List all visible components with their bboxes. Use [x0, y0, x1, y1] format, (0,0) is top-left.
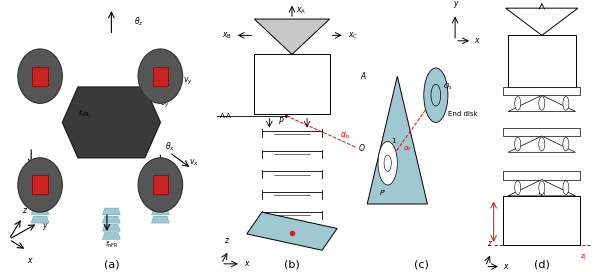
Circle shape [138, 49, 182, 103]
Bar [33, 67, 48, 86]
Polygon shape [31, 192, 49, 199]
Text: (c): (c) [414, 259, 429, 269]
Text: x: x [26, 256, 31, 265]
Text: (b): (b) [284, 259, 300, 269]
Polygon shape [508, 136, 576, 152]
Bar [152, 67, 168, 86]
Text: $x_{\rm C}$: $x_{\rm C}$ [348, 30, 358, 41]
Polygon shape [102, 208, 120, 215]
Text: $\theta_x$: $\theta_x$ [165, 141, 175, 153]
Text: $x_{\rm B}$: $x_{\rm B}$ [222, 30, 232, 41]
Polygon shape [506, 8, 578, 35]
Text: z: z [224, 236, 228, 245]
Polygon shape [508, 180, 576, 196]
Text: $f_{\rm nRL}$: $f_{\rm nRL}$ [78, 109, 92, 119]
Circle shape [424, 68, 448, 122]
Bar [503, 128, 580, 136]
Text: $f_{\rm nRR}$: $f_{\rm nRR}$ [24, 174, 39, 184]
Polygon shape [31, 208, 49, 215]
Text: z: z [487, 239, 491, 248]
Circle shape [515, 181, 521, 194]
Text: 1: 1 [391, 138, 396, 144]
Text: $\alpha_{\rm b}$: $\alpha_{\rm b}$ [340, 131, 350, 141]
Text: z: z [22, 206, 26, 215]
Text: P': P' [380, 190, 386, 196]
Polygon shape [152, 192, 169, 199]
Text: P: P [278, 117, 283, 126]
Text: O: O [358, 144, 364, 153]
Polygon shape [254, 19, 330, 54]
Text: $z_i$: $z_i$ [580, 253, 588, 262]
Polygon shape [367, 76, 427, 204]
Circle shape [18, 49, 63, 103]
Text: x: x [244, 259, 248, 268]
Polygon shape [247, 212, 337, 250]
Circle shape [563, 137, 569, 151]
Bar [503, 196, 580, 245]
Circle shape [539, 137, 545, 151]
Text: $x_{\rm A}$: $x_{\rm A}$ [297, 5, 307, 16]
Text: x: x [474, 36, 479, 45]
Circle shape [539, 97, 545, 110]
Circle shape [515, 97, 521, 110]
Circle shape [563, 181, 569, 194]
Polygon shape [31, 216, 49, 223]
Text: End disk: End disk [448, 111, 477, 117]
Text: $v_y$: $v_y$ [182, 76, 193, 87]
Circle shape [18, 158, 63, 212]
Polygon shape [508, 95, 576, 112]
Text: $\theta_z$: $\theta_z$ [134, 16, 143, 28]
Text: $f_{\rm nFR}$: $f_{\rm nFR}$ [105, 239, 118, 250]
Circle shape [563, 97, 569, 110]
Bar [503, 87, 580, 95]
Bar [152, 175, 168, 194]
Bar [508, 35, 576, 87]
Text: $f_{\rm nFL}$: $f_{\rm nFL}$ [169, 177, 182, 187]
Text: A: A [361, 72, 366, 81]
Bar [254, 54, 330, 114]
Text: x: x [503, 262, 507, 271]
Text: (a): (a) [104, 259, 119, 269]
Polygon shape [152, 216, 169, 223]
Circle shape [515, 137, 521, 151]
Text: y: y [42, 221, 47, 230]
Circle shape [539, 181, 545, 194]
Polygon shape [102, 216, 120, 223]
Text: (d): (d) [534, 259, 550, 269]
Polygon shape [63, 87, 160, 158]
Polygon shape [102, 224, 120, 231]
Polygon shape [102, 233, 120, 239]
Text: $Q_{\rm s}$: $Q_{\rm s}$ [443, 82, 453, 92]
Bar [33, 175, 48, 194]
Text: y: y [453, 0, 458, 8]
Text: $v_x$: $v_x$ [189, 158, 199, 168]
Polygon shape [152, 200, 169, 207]
Text: $\alpha_f$: $\alpha_f$ [403, 145, 412, 154]
Text: A-A: A-A [220, 113, 232, 119]
Circle shape [378, 141, 397, 185]
Bar [503, 171, 580, 180]
Text: $v_z$: $v_z$ [107, 0, 116, 3]
Polygon shape [152, 208, 169, 215]
Polygon shape [31, 200, 49, 207]
Text: $\theta_y$: $\theta_y$ [160, 97, 170, 110]
Circle shape [138, 158, 182, 212]
